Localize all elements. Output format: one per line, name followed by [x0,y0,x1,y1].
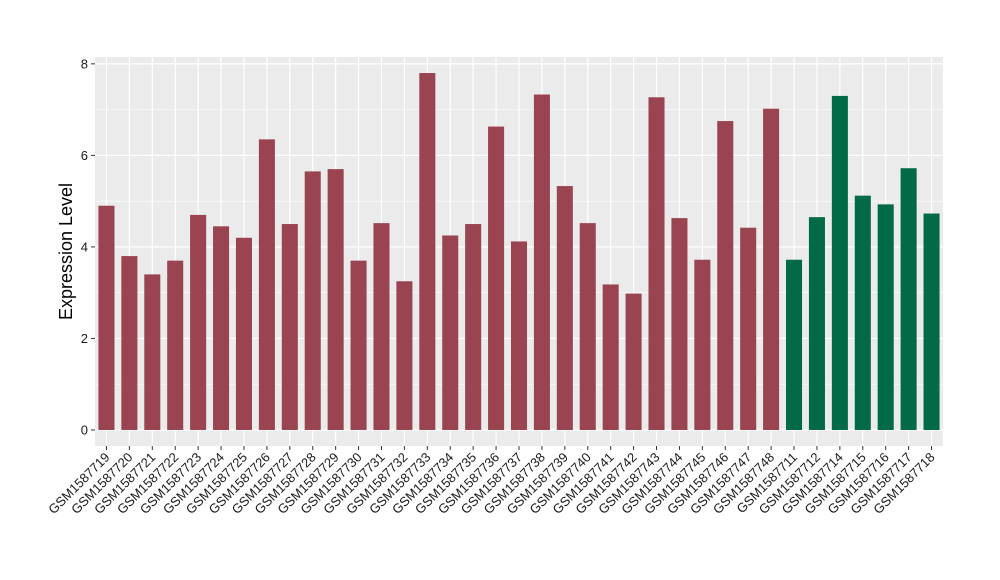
bar-GSM1587725 [235,237,252,430]
x-axis: GSM1587719GSM1587720GSM1587721GSM1587722… [45,446,938,517]
bar-GSM1587726 [258,139,275,430]
bar-GSM1587742 [625,293,642,430]
bar-GSM1587737 [510,241,528,430]
bar-GSM1587730 [350,260,367,430]
bar-GSM1587735 [465,224,482,430]
bar-GSM1587744 [671,218,688,430]
bar-GSM1587716 [877,204,894,430]
bar-GSM1587736 [488,126,505,430]
bar-GSM1587741 [602,284,619,430]
bar-GSM1587745 [694,259,711,430]
bar-GSM1587724 [213,226,230,430]
y-axis: 0 2 4 6 8 [81,56,95,437]
bar-GSM1587719 [98,205,115,430]
bar-GSM1587711 [786,259,803,430]
y-axis-title: Expression Level [56,183,76,320]
bar-GSM1587720 [121,256,138,430]
bar-GSM1587721 [144,274,161,430]
bar-GSM1587739 [556,186,573,430]
bar-GSM1587729 [327,169,344,430]
bar-GSM1587733 [419,73,436,430]
bar-GSM1587746 [717,121,734,430]
bar-GSM1587740 [579,223,596,430]
bar-GSM1587722 [167,260,184,430]
bar-GSM1587732 [396,281,413,430]
y-tick-label: 0 [81,422,88,437]
y-tick-label: 8 [81,56,88,71]
bar-GSM1587715 [854,195,871,430]
y-tick-label: 4 [81,239,88,254]
bar-GSM1587734 [442,235,459,430]
bar-GSM1587712 [808,217,825,430]
bar-GSM1587727 [281,224,298,430]
bar-GSM1587718 [923,213,940,430]
bar-GSM1587748 [763,108,780,430]
bar-GSM1587728 [304,171,321,430]
bar-GSM1587731 [373,223,390,430]
bar-GSM1587717 [900,168,917,430]
bar-GSM1587723 [190,214,207,430]
bar-GSM1587747 [740,227,757,430]
bar-GSM1587743 [648,97,665,430]
bar-GSM1587738 [533,94,550,430]
bar-GSM1587714 [831,95,848,430]
bars [98,73,940,430]
y-tick-label: 2 [81,331,88,346]
y-tick-label: 6 [81,148,88,163]
